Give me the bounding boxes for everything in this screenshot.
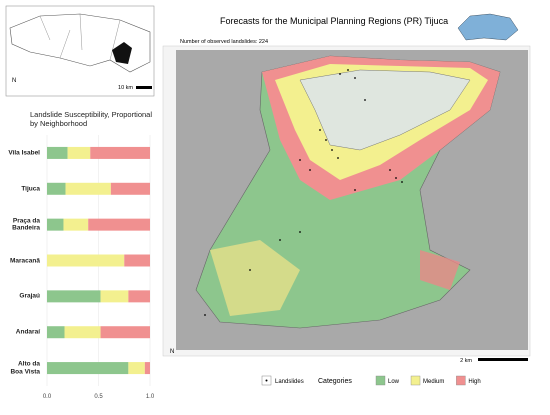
logo-map [457, 13, 519, 41]
x-tick-label: 1.0 [146, 394, 155, 400]
x-tick-label: 0.0 [43, 394, 52, 400]
x-tick-label: 0.5 [94, 394, 103, 400]
category-label: Vila Isabel [8, 149, 40, 157]
inset-north: N [12, 78, 16, 84]
legend-label: High [468, 379, 480, 385]
chart-title: Landslide Susceptibility, Proportional b… [30, 110, 153, 128]
bar-segment [128, 362, 145, 375]
category-label: Praça da Bandeira [12, 217, 40, 232]
bar-segment [128, 290, 150, 303]
legend-swatch [456, 375, 466, 386]
inset-highlight [112, 42, 132, 64]
region-high-east [420, 250, 460, 290]
legend-swatch [410, 375, 421, 386]
bar-segment [67, 146, 91, 159]
legend-swatch [375, 375, 386, 386]
bar-segment [47, 326, 65, 339]
main-scale-label: 2 km [460, 358, 472, 364]
bar-segment [64, 326, 101, 339]
bar-segment [100, 290, 129, 303]
category-label: Grajaú [19, 292, 40, 300]
legend-label: Medium [423, 379, 444, 385]
category-label: Alto da Boa Vista [10, 360, 40, 376]
bar-segment [47, 146, 68, 159]
category-label: Andaraí [15, 328, 40, 336]
inset-borders [39, 13, 121, 61]
legend-points: Landslides [275, 379, 304, 385]
bar-segment [110, 182, 150, 195]
bar-segment [47, 254, 125, 267]
bar-segment [63, 218, 89, 231]
map-title: Forecasts for the Municipal Planning Reg… [220, 16, 448, 26]
bar-segment [124, 254, 150, 267]
landslide-points [204, 69, 403, 316]
inset-scalebar [136, 86, 152, 89]
bar-segment [47, 218, 64, 231]
region-medium-south [210, 240, 300, 316]
legend-title: Categories [318, 378, 352, 385]
bar-segment [65, 182, 111, 195]
urban-area [299, 69, 471, 151]
bar-segment [47, 290, 101, 303]
bar-segment [100, 326, 150, 339]
main-scalebar [478, 358, 528, 361]
bar-segment [47, 362, 129, 375]
bar-segment [144, 362, 150, 375]
bar-segment [90, 146, 150, 159]
legend-label: Low [388, 379, 400, 385]
main-north: N [170, 349, 174, 355]
category-label: Tijuca [21, 185, 40, 193]
bar-segment [88, 218, 150, 231]
observed-count: Number of observed landslides: 224 [180, 39, 268, 45]
legend-point-dot [265, 379, 268, 382]
category-label: Maracanã [10, 256, 40, 264]
bar-segment [47, 182, 66, 195]
inset-scale-label: 10 km [118, 85, 133, 91]
